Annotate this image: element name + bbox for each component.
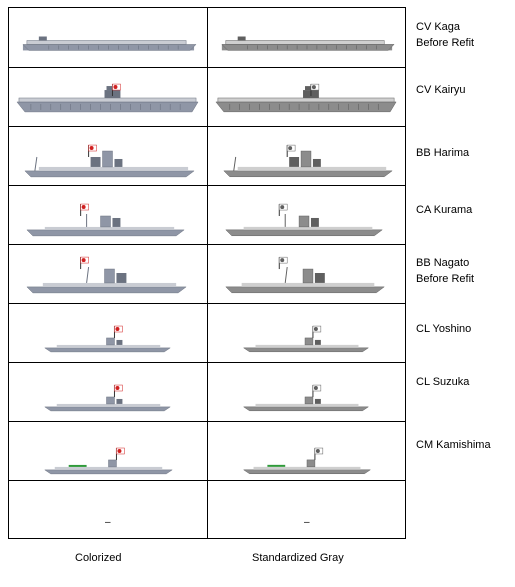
colorized-ship-cell xyxy=(9,304,208,362)
ship-row xyxy=(9,421,405,480)
ship-name-line: CM Kamishima xyxy=(416,439,491,451)
ship-silhouette xyxy=(242,447,372,475)
naval-flag-icon xyxy=(278,256,288,270)
ship-name-label: BB Nagato Before Refit xyxy=(416,255,511,287)
ship-silhouette xyxy=(221,36,395,51)
ship-silhouette xyxy=(16,83,199,113)
ship-name-label: BB Harima xyxy=(416,145,511,161)
naval-flag-icon xyxy=(310,83,320,97)
ship-row xyxy=(9,303,405,362)
ship-row xyxy=(9,8,405,67)
colorized-ship-cell xyxy=(9,8,208,67)
ship-name-line: BB Harima xyxy=(416,147,470,159)
ship-name-line: CV Kaga xyxy=(416,21,461,33)
gray-ship-cell xyxy=(208,68,405,126)
ship-silhouette xyxy=(223,144,393,178)
colorized-ship-cell xyxy=(9,422,208,480)
ship-silhouette xyxy=(26,256,187,294)
naval-flag-icon xyxy=(312,325,322,338)
gray-ship-cell xyxy=(208,8,405,67)
ship-name-line: Before Refit xyxy=(416,273,475,285)
ship-silhouette xyxy=(215,83,397,113)
gray-ship-cell xyxy=(208,304,405,362)
ship-name-line: Before Refit xyxy=(416,37,475,49)
ship-comparison-table: – – xyxy=(8,7,406,539)
ship-row xyxy=(9,185,405,244)
gray-ship-cell: – xyxy=(208,481,405,538)
ship-row: – – xyxy=(9,480,405,538)
ship-row xyxy=(9,244,405,303)
ship-silhouette xyxy=(22,36,197,51)
colorized-ship-cell xyxy=(9,68,208,126)
naval-flag-icon xyxy=(314,447,324,460)
gray-ship-cell xyxy=(208,245,405,303)
ship-name-line: CL Suzuka xyxy=(416,376,470,388)
ship-silhouette xyxy=(242,325,370,353)
ship-name-label: CL Yoshino xyxy=(416,321,511,337)
ship-row xyxy=(9,362,405,421)
colorized-ship-cell xyxy=(9,186,208,244)
ship-silhouette xyxy=(26,203,185,237)
ship-silhouette xyxy=(225,203,383,237)
ship-name-label: CA Kurama xyxy=(416,202,511,218)
naval-flag-icon xyxy=(278,203,288,216)
gray-ship-cell xyxy=(208,186,405,244)
ship-name-line: CA Kurama xyxy=(416,204,473,216)
naval-flag-icon xyxy=(312,384,322,397)
naval-flag-icon xyxy=(80,256,89,270)
naval-flag-icon xyxy=(111,83,121,97)
naval-flag-icon xyxy=(113,325,123,338)
ship-name-label: CV Kaga Before Refit xyxy=(416,19,511,51)
colorized-ship-cell xyxy=(9,245,208,303)
gray-ship-cell xyxy=(208,127,405,185)
naval-flag-icon xyxy=(113,384,123,397)
column-label-standardized-gray: Standardized Gray xyxy=(252,552,344,564)
ship-name-label: CM Kamishima xyxy=(416,437,511,453)
ship-silhouette xyxy=(242,384,370,412)
ship-silhouette xyxy=(225,256,385,294)
ship-silhouette xyxy=(43,447,173,475)
colorized-ship-cell xyxy=(9,127,208,185)
ship-silhouette xyxy=(43,384,172,412)
ship-name-line: BB Nagato xyxy=(416,257,470,269)
ship-name-line: CV Kairyu xyxy=(416,84,466,96)
ship-silhouette xyxy=(24,144,195,178)
colorized-ship-cell xyxy=(9,363,208,421)
naval-flag-icon xyxy=(88,144,97,157)
ship-name-label: CL Suzuka xyxy=(416,374,511,390)
empty-marker: – xyxy=(105,517,111,528)
gray-ship-cell xyxy=(208,363,405,421)
ship-name-label: CV Kairyu xyxy=(416,82,511,98)
empty-marker: – xyxy=(304,517,310,528)
naval-flag-icon xyxy=(115,447,125,460)
ship-row xyxy=(9,126,405,185)
naval-flag-icon xyxy=(286,144,296,157)
colorized-ship-cell: – xyxy=(9,481,208,538)
column-label-colorized: Colorized xyxy=(75,552,122,564)
naval-flag-icon xyxy=(80,203,89,216)
ship-row xyxy=(9,67,405,126)
ship-silhouette xyxy=(43,325,172,353)
gray-ship-cell xyxy=(208,422,405,480)
ship-name-line: CL Yoshino xyxy=(416,323,472,335)
